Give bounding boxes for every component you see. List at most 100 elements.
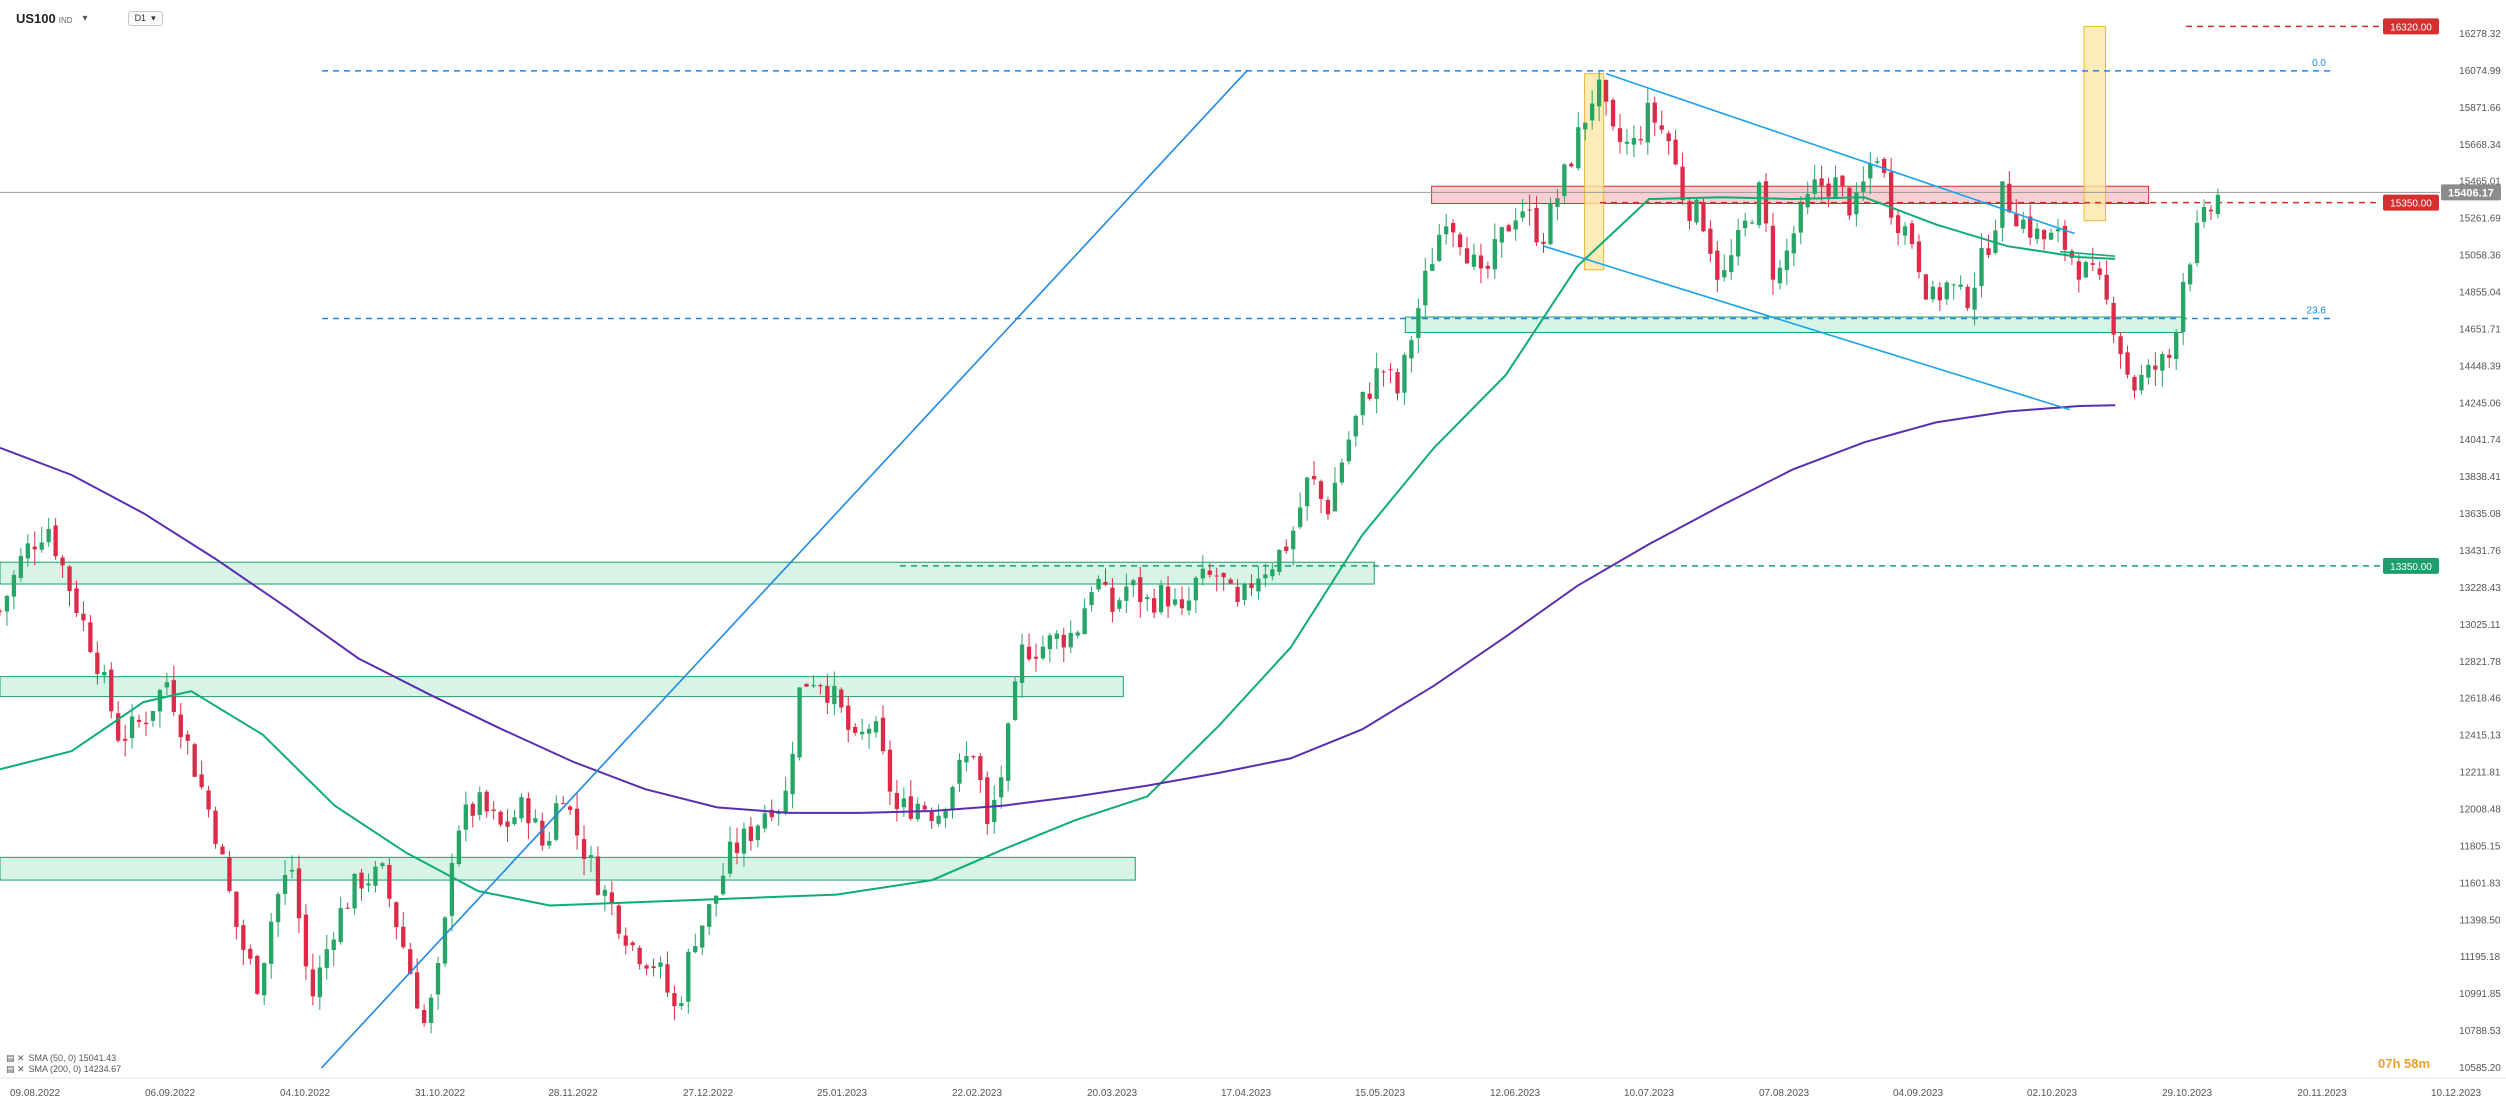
candle[interactable] bbox=[477, 786, 482, 821]
candle[interactable] bbox=[1506, 223, 1511, 232]
candle[interactable] bbox=[832, 671, 837, 716]
candle[interactable] bbox=[1325, 496, 1331, 520]
candle[interactable] bbox=[1089, 586, 1094, 612]
candle[interactable] bbox=[755, 824, 761, 848]
candle[interactable] bbox=[1944, 280, 1949, 305]
candle[interactable] bbox=[1930, 280, 1936, 303]
candle[interactable] bbox=[1047, 633, 1053, 663]
candle[interactable] bbox=[2201, 199, 2207, 228]
candle[interactable] bbox=[790, 741, 795, 809]
candle[interactable] bbox=[1555, 188, 1560, 221]
candle[interactable] bbox=[1916, 234, 1922, 279]
candle[interactable] bbox=[275, 891, 281, 937]
candle[interactable] bbox=[1061, 627, 1066, 663]
candle[interactable] bbox=[1471, 243, 1477, 271]
candle[interactable] bbox=[1527, 194, 1532, 226]
candle[interactable] bbox=[1311, 461, 1317, 485]
candle[interactable] bbox=[672, 985, 677, 1021]
candle[interactable] bbox=[971, 755, 976, 760]
candle[interactable] bbox=[1596, 71, 1602, 122]
candle[interactable] bbox=[915, 797, 920, 822]
candle[interactable] bbox=[1979, 233, 1984, 298]
candle[interactable] bbox=[727, 826, 733, 878]
candle[interactable] bbox=[1012, 676, 1018, 721]
candle[interactable] bbox=[1096, 575, 1101, 592]
candle[interactable] bbox=[1158, 580, 1164, 615]
candle[interactable] bbox=[1798, 196, 1803, 245]
candle[interactable] bbox=[1145, 594, 1150, 612]
sma50-line[interactable] bbox=[0, 196, 2116, 907]
candle[interactable] bbox=[978, 752, 983, 793]
candle[interactable] bbox=[1395, 368, 1400, 401]
candle[interactable] bbox=[1026, 633, 1032, 662]
candle[interactable] bbox=[818, 683, 823, 695]
candle[interactable] bbox=[2014, 199, 2019, 227]
candle[interactable] bbox=[1819, 165, 1824, 201]
candle[interactable] bbox=[609, 881, 614, 916]
candle[interactable] bbox=[1652, 96, 1657, 137]
candle[interactable] bbox=[1179, 586, 1185, 616]
trend-line[interactable] bbox=[2060, 250, 2116, 257]
candle[interactable] bbox=[1165, 576, 1171, 618]
candle[interactable] bbox=[533, 809, 538, 824]
candle[interactable] bbox=[1965, 284, 1970, 312]
candle[interactable] bbox=[1812, 164, 1817, 198]
candle[interactable] bbox=[512, 810, 517, 826]
candle[interactable] bbox=[1485, 261, 1491, 279]
candle[interactable] bbox=[178, 702, 183, 749]
indicator-settings-icon[interactable]: ▤ ✕ bbox=[6, 1064, 25, 1074]
candle[interactable] bbox=[1854, 182, 1859, 227]
symbol-dropdown-icon[interactable]: ▾ bbox=[82, 12, 88, 24]
candle[interactable] bbox=[39, 526, 44, 553]
candle[interactable] bbox=[46, 517, 51, 547]
candle[interactable] bbox=[839, 687, 844, 713]
candle[interactable] bbox=[644, 963, 649, 976]
candle[interactable] bbox=[1701, 196, 1706, 233]
candle[interactable] bbox=[561, 795, 566, 805]
candle[interactable] bbox=[574, 792, 580, 850]
candle[interactable] bbox=[616, 903, 621, 940]
candle[interactable] bbox=[859, 718, 865, 740]
candle[interactable] bbox=[1791, 225, 1796, 267]
candle[interactable] bbox=[1847, 185, 1852, 220]
candle[interactable] bbox=[1833, 165, 1838, 200]
candle[interactable] bbox=[1263, 563, 1268, 588]
candle[interactable] bbox=[1151, 588, 1157, 619]
candle[interactable] bbox=[1562, 163, 1567, 204]
candle[interactable] bbox=[734, 827, 740, 865]
candle[interactable] bbox=[519, 793, 524, 823]
x-axis[interactable]: 09.08.2022 06.09.2022 04.10.2022 31.10.2022… bbox=[0, 1077, 2506, 1099]
candle[interactable] bbox=[1583, 122, 1588, 141]
candle[interactable] bbox=[1708, 220, 1713, 263]
candle[interactable] bbox=[1402, 352, 1407, 405]
candle[interactable] bbox=[1124, 573, 1129, 614]
candle[interactable] bbox=[936, 804, 941, 827]
candle[interactable] bbox=[2055, 218, 2061, 243]
candle[interactable] bbox=[1242, 582, 1247, 606]
candle[interactable] bbox=[1019, 633, 1025, 698]
candle[interactable] bbox=[206, 785, 211, 818]
candle[interactable] bbox=[289, 855, 295, 879]
candle[interactable] bbox=[1756, 180, 1762, 229]
candle[interactable] bbox=[345, 902, 350, 909]
candle[interactable] bbox=[1937, 282, 1942, 311]
candle[interactable] bbox=[1902, 222, 1908, 246]
candle[interactable] bbox=[4, 594, 10, 626]
candle[interactable] bbox=[1054, 630, 1059, 650]
candle[interactable] bbox=[1103, 568, 1108, 586]
candle[interactable] bbox=[1228, 577, 1233, 584]
candle[interactable] bbox=[401, 911, 406, 949]
legend-sma50[interactable]: ▤ ✕ SMA (50, 0) 15041.43 bbox=[6, 1053, 117, 1063]
candle[interactable] bbox=[338, 896, 343, 945]
candle[interactable] bbox=[950, 785, 955, 819]
candle[interactable] bbox=[248, 944, 253, 965]
candle[interactable] bbox=[122, 724, 128, 757]
candle[interactable] bbox=[1603, 79, 1609, 116]
candle[interactable] bbox=[1777, 259, 1783, 290]
candle[interactable] bbox=[1541, 233, 1546, 253]
candle[interactable] bbox=[428, 993, 434, 1034]
candle[interactable] bbox=[1117, 597, 1122, 612]
candle[interactable] bbox=[846, 696, 851, 743]
candle[interactable] bbox=[2160, 351, 2165, 387]
candle[interactable] bbox=[526, 792, 531, 840]
